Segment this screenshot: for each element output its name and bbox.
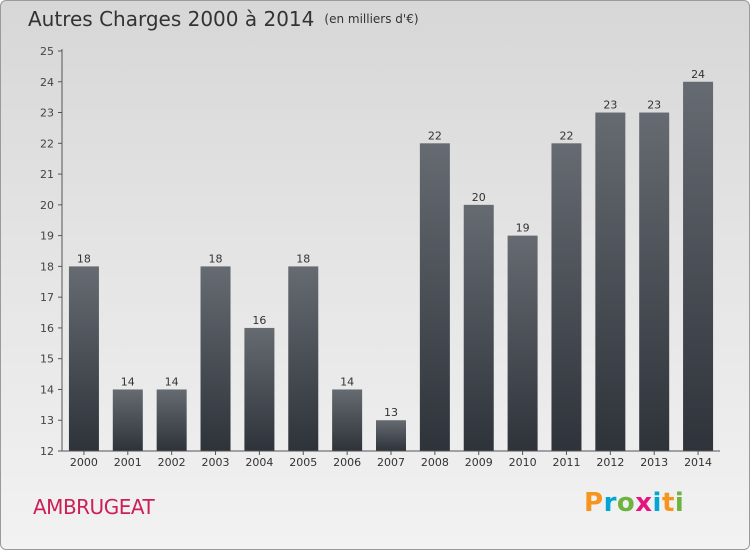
bar: [463, 204, 494, 451]
bar: [156, 389, 187, 451]
x-tick-label: 2009: [465, 456, 493, 469]
x-tick-label: 2010: [509, 456, 537, 469]
bar: [595, 112, 626, 452]
commune-name: AMBRUGEAT: [33, 495, 155, 519]
y-tick-label: 18: [40, 260, 54, 273]
logo-letter: i: [652, 488, 662, 518]
x-tick-label: 2013: [640, 456, 668, 469]
y-tick-label: 14: [40, 383, 54, 396]
y-tick-label: 25: [40, 45, 54, 58]
logo-letter: r: [603, 488, 617, 518]
bar-value-label: 18: [209, 252, 223, 265]
bar-value-label: 22: [428, 129, 442, 142]
logo-letter: o: [616, 488, 636, 518]
chart-title: Autres Charges 2000 à 2014 (en milliers d…: [28, 7, 419, 31]
bar: [332, 389, 363, 451]
bar-value-label: 19: [516, 222, 530, 235]
bar-value-label: 23: [647, 99, 661, 112]
bar: [683, 81, 714, 452]
bar: [200, 266, 231, 451]
bar: [68, 266, 99, 451]
bar-value-label: 14: [165, 375, 179, 388]
logo-letter: P: [584, 488, 604, 518]
y-tick-label: 16: [40, 322, 54, 335]
bar-value-label: 20: [472, 191, 486, 204]
x-tick-label: 2012: [596, 456, 624, 469]
x-tick-label: 2003: [202, 456, 230, 469]
bar-value-label: 16: [252, 314, 266, 327]
x-tick-label: 2005: [289, 456, 317, 469]
bar: [639, 112, 670, 452]
bar-value-label: 24: [691, 68, 705, 81]
y-tick-label: 19: [40, 230, 54, 243]
y-tick-label: 15: [40, 353, 54, 366]
y-tick-label: 12: [40, 445, 54, 458]
bar: [244, 327, 275, 451]
logo-letter: x: [635, 488, 653, 518]
chart-title-text: Autres Charges 2000 à 2014: [28, 7, 315, 31]
y-tick-label: 22: [40, 137, 54, 150]
proxiti-logo: Proxiti: [584, 488, 684, 518]
x-tick-label: 2011: [552, 456, 580, 469]
logo-letter: t: [661, 488, 675, 518]
chart-subtitle: (en milliers d'€): [324, 12, 419, 26]
x-tick-label: 2014: [684, 456, 712, 469]
bar-value-label: 18: [296, 252, 310, 265]
bar-value-label: 22: [559, 129, 573, 142]
y-tick-label: 24: [40, 76, 54, 89]
bar-value-label: 14: [340, 375, 354, 388]
y-tick-label: 21: [40, 168, 54, 181]
bar-value-label: 13: [384, 406, 398, 419]
y-tick-label: 23: [40, 107, 54, 120]
bar: [376, 420, 406, 451]
logo-letter: i: [674, 488, 685, 518]
x-tick-label: 2004: [245, 456, 273, 469]
bar: [419, 143, 450, 452]
bar-value-label: 18: [77, 252, 91, 265]
bar-value-label: 14: [121, 375, 135, 388]
y-tick-label: 13: [40, 414, 54, 427]
y-tick-label: 17: [40, 291, 54, 304]
bar: [507, 235, 538, 451]
bar: [112, 389, 143, 451]
bar-value-label: 23: [603, 99, 617, 112]
bar: [551, 143, 582, 452]
x-tick-label: 2008: [421, 456, 449, 469]
x-tick-label: 2002: [158, 456, 186, 469]
x-tick-label: 2006: [333, 456, 361, 469]
y-tick-label: 20: [40, 199, 54, 212]
bar: [288, 266, 319, 451]
x-tick-label: 2007: [377, 456, 405, 469]
x-tick-label: 2000: [70, 456, 98, 469]
x-tick-label: 2001: [114, 456, 142, 469]
